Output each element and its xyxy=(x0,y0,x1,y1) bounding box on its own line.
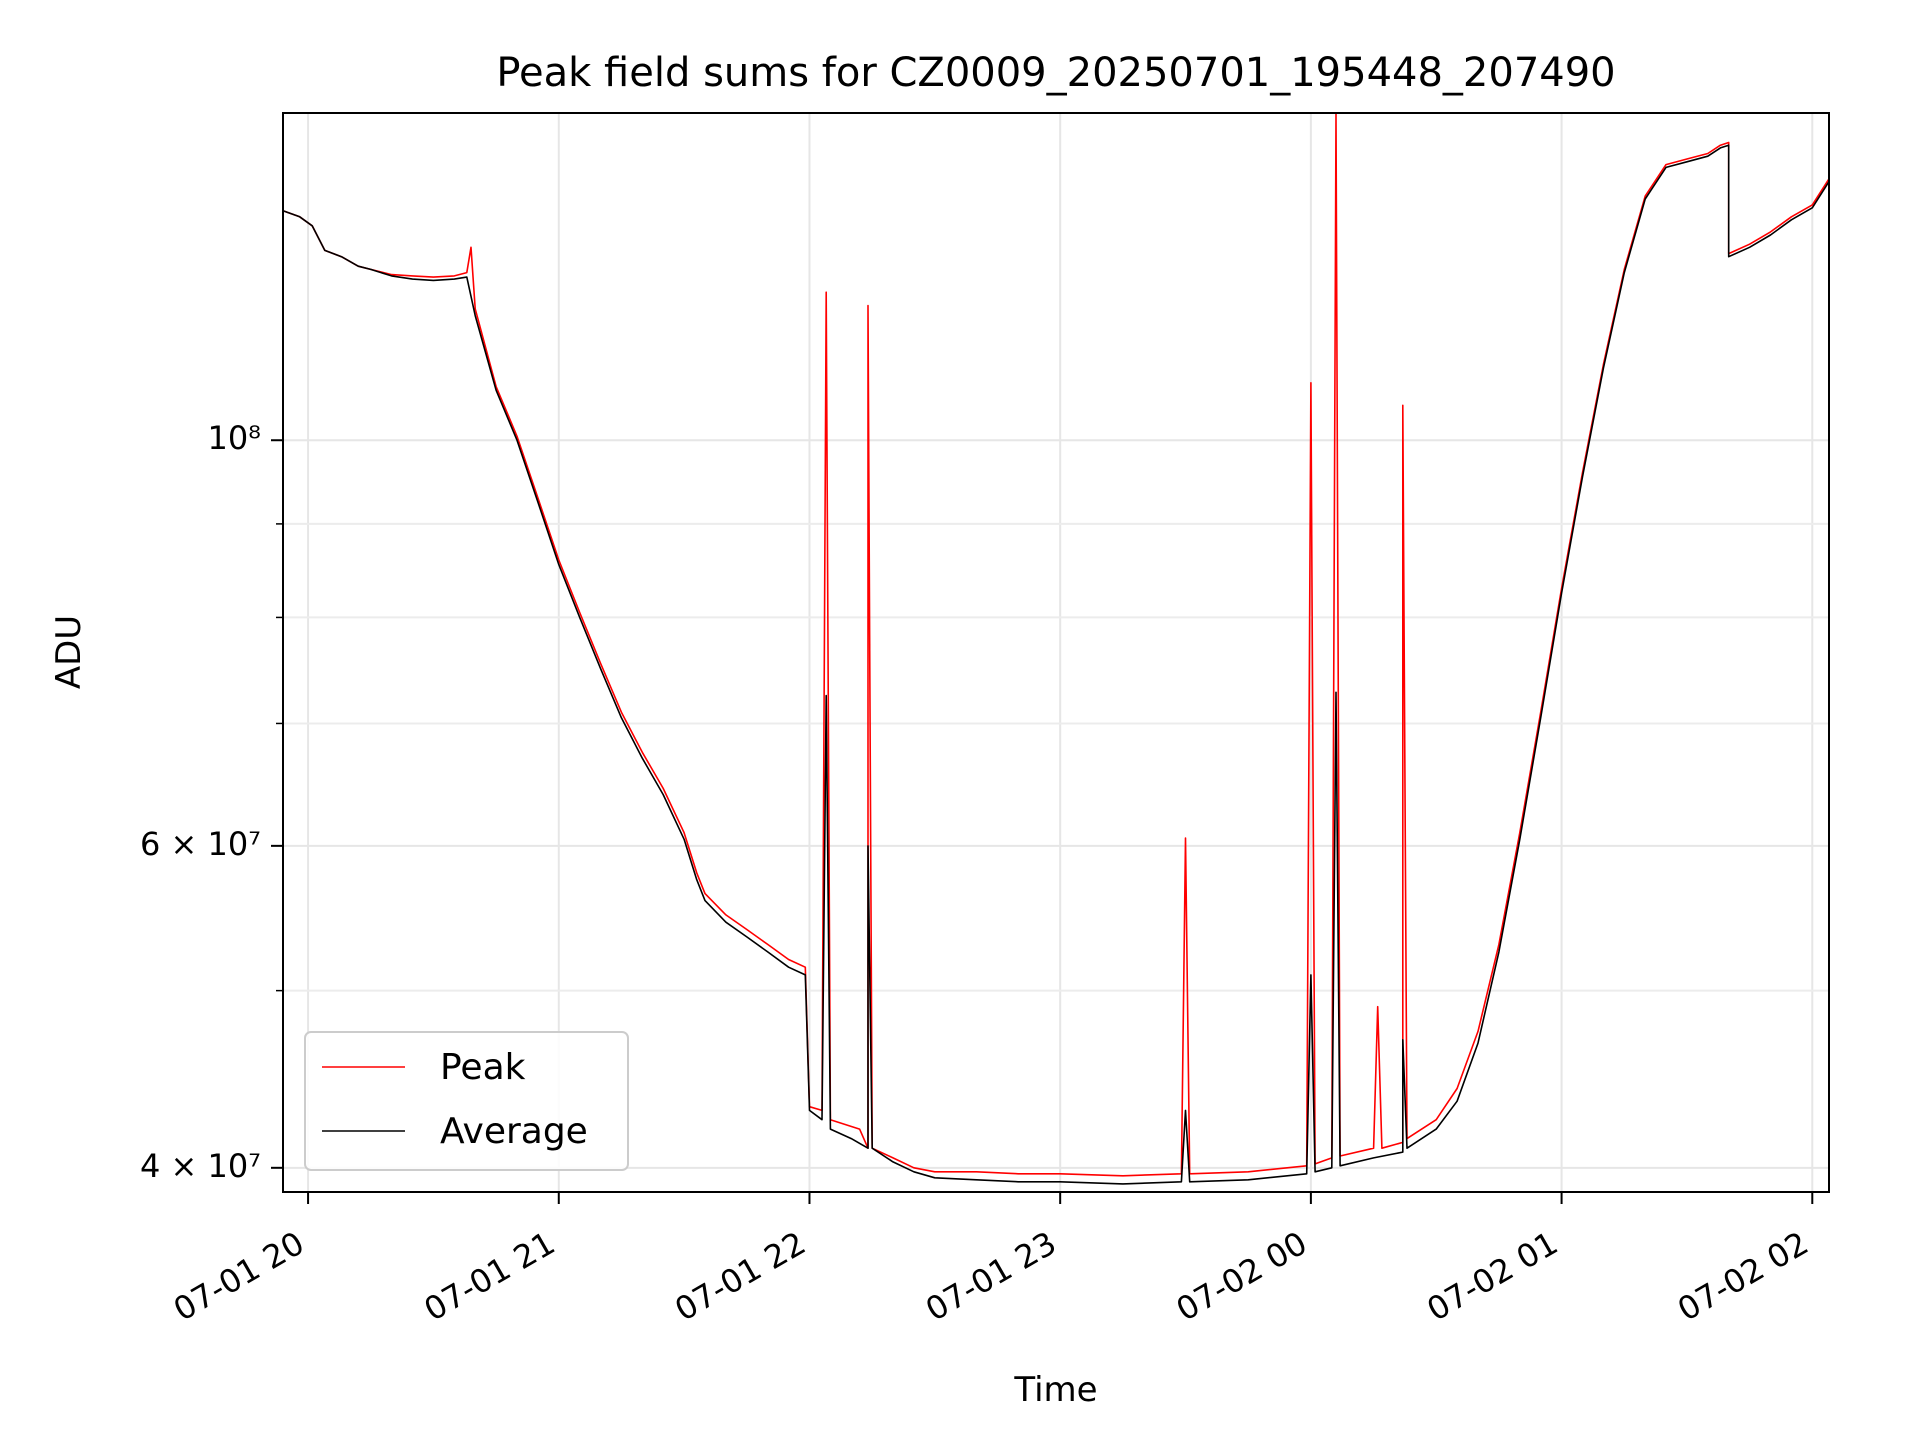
y-tick-label: 10⁸ xyxy=(207,419,261,457)
series-line-average xyxy=(282,144,1830,1185)
y-tick-label: 4 × 10⁷ xyxy=(140,1147,261,1185)
y-tick-label: 6 × 10⁷ xyxy=(140,825,261,863)
series-group xyxy=(282,112,1830,1185)
grid xyxy=(283,113,1829,1192)
legend-label-peak: Peak xyxy=(440,1047,526,1088)
y-axis-label: ADU xyxy=(49,615,89,689)
x-axis-label: Time xyxy=(1013,1370,1097,1410)
plot-frame xyxy=(282,112,1830,1193)
legend: Peak Average xyxy=(304,1031,629,1171)
chart-title: Peak field sums for CZ0009_20250701_1954… xyxy=(496,50,1615,96)
legend-label-average: Average xyxy=(440,1111,588,1152)
